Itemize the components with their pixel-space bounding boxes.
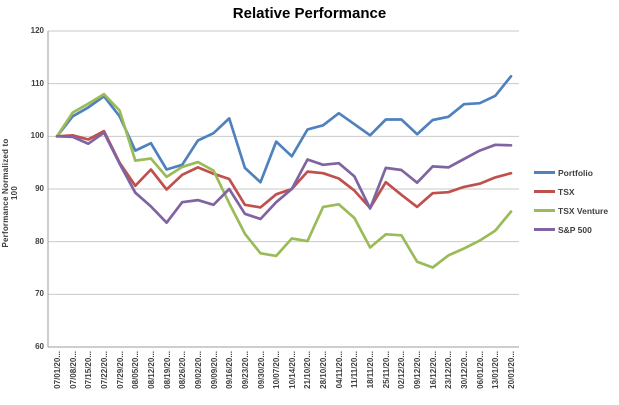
legend-label: TSX — [558, 186, 575, 197]
x-tick-label: 06/01/20... — [475, 351, 485, 389]
x-tick-label: 21/10/20... — [303, 351, 313, 389]
y-tick-label: 120 — [30, 26, 44, 35]
x-tick-label: 25/11/20... — [381, 351, 391, 389]
x-tick-label: 09/09/20... — [209, 351, 219, 389]
y-tick-label: 110 — [31, 78, 44, 88]
x-tick-label: 30/12/20... — [460, 351, 470, 389]
x-tick-label: 09/23/20... — [240, 351, 250, 389]
x-tick-label: 10/07/20... — [272, 351, 282, 389]
legend-label: TSX Venture — [558, 205, 609, 216]
x-tick-label: 20/01/20... — [506, 351, 516, 389]
series-line-portfolio — [55, 74, 513, 184]
y-tick-label: 80 — [35, 236, 44, 246]
x-tick-label: 07/22/20... — [99, 351, 109, 389]
x-tick-label: 18/11/20... — [366, 351, 376, 389]
x-tick-label: 04/11/20... — [334, 351, 344, 389]
chart-title: Relative Performance — [232, 5, 387, 22]
legend-item: TSX Venture — [534, 201, 618, 220]
y-tick-label: 60 — [35, 342, 44, 351]
x-tick-label: 07/29/20... — [115, 351, 125, 389]
x-tick-label: 09/12/20... — [413, 351, 423, 389]
x-tick-label: 07/01/20... — [53, 351, 62, 389]
legend-item: TSX — [534, 182, 618, 201]
x-tick-label: 08/12/20... — [146, 351, 156, 389]
series-line-tsx — [55, 129, 513, 210]
y-tick-label: 100 — [30, 131, 44, 141]
legend-label: S&P 500 — [558, 224, 592, 235]
x-tick-label: 07/15/20... — [84, 351, 94, 389]
legend-line-swatch — [534, 190, 555, 193]
x-tick-label: 09/02/20... — [193, 351, 203, 389]
x-tick-label: 23/12/20... — [444, 351, 454, 389]
x-tick-label: 08/26/20... — [178, 351, 188, 389]
legend-item: S&P 500 — [534, 220, 618, 239]
x-tick-label: 09/30/20... — [256, 351, 266, 389]
legend: Portfolio TSX TSX Venture S&P 500 — [534, 163, 618, 239]
legend-line-swatch — [534, 209, 555, 212]
y-tick-label: 70 — [35, 289, 44, 299]
x-tick-label: 10/14/20... — [287, 351, 297, 389]
y-tick-label: 90 — [35, 184, 44, 193]
x-tick-label: 16/12/20... — [428, 351, 438, 389]
x-tick-label: 28/10/20... — [319, 351, 329, 389]
series-line-s-p-500 — [55, 131, 513, 225]
x-tick-label: 11/11/20... — [350, 351, 360, 388]
legend-label: Portfolio — [558, 167, 593, 178]
x-tick-label: 13/01/20... — [491, 351, 501, 389]
series-line-tsx-venture — [55, 92, 513, 269]
legend-line-swatch — [534, 171, 555, 174]
x-tick-label: 08/19/20... — [162, 351, 172, 389]
x-tick-label: 08/05/20... — [131, 351, 141, 389]
legend-line-swatch — [534, 228, 555, 231]
legend-item: Portfolio — [534, 163, 618, 182]
x-tick-label: 07/08/20... — [68, 351, 78, 389]
x-tick-label: 09/16/20... — [225, 351, 235, 389]
x-tick-label: 02/12/20... — [397, 351, 407, 389]
